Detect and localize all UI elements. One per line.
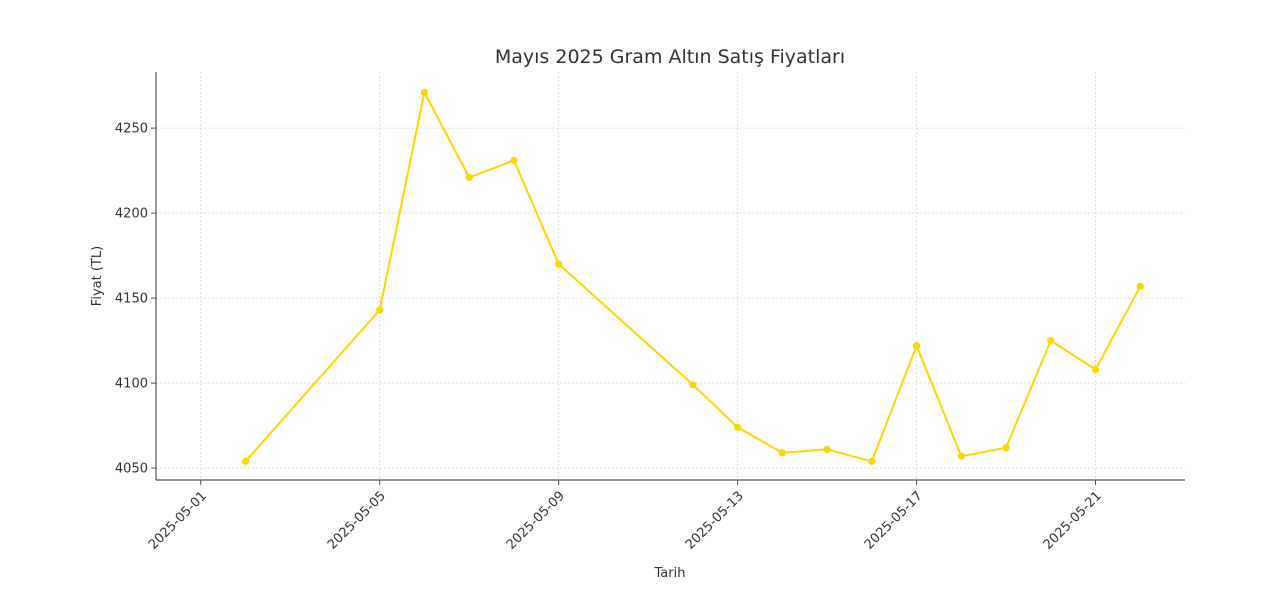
y-axis-ticks: 4050 4100 4150 4200 4250 [115,122,156,477]
data-point [778,449,786,457]
y-tick-label: 4250 [115,122,148,137]
data-point [376,306,384,314]
axes [155,72,1185,481]
grid-lines [156,72,1185,480]
x-tick-label: 2025-05-21 [1041,489,1105,553]
y-axis-label: Fiyat (TL) [90,246,105,306]
data-point [420,88,429,96]
x-tick-label: 2025-05-09 [504,489,568,553]
data-point [241,457,250,465]
data-point [555,260,563,268]
data-point [689,381,697,389]
data-points [241,88,1144,465]
x-axis-label: Tarih [654,566,686,581]
data-point [510,156,518,164]
data-point [1047,337,1055,345]
data-point [465,173,473,181]
x-tick-label: 2025-05-05 [325,489,389,553]
x-tick-label: 2025-05-17 [862,489,926,553]
y-tick-label: 4100 [115,377,148,392]
y-tick-label: 4050 [115,462,148,477]
y-tick-label: 4200 [115,207,148,222]
chart-title: Mayıs 2025 Gram Altın Satış Fiyatları [495,46,845,68]
data-point [912,342,921,350]
y-tick-label: 4150 [115,292,148,307]
data-point [734,423,742,431]
data-point [957,452,965,460]
x-axis-ticks: 2025-05-01 2025-05-05 2025-05-09 2025-05-13… [146,480,1105,553]
data-point [868,457,876,465]
data-point [823,445,831,453]
x-tick-label: 2025-05-01 [146,489,210,553]
data-point [1091,365,1100,374]
x-tick-label: 2025-05-13 [683,489,747,553]
data-point [1002,444,1010,452]
data-point [1136,282,1144,290]
